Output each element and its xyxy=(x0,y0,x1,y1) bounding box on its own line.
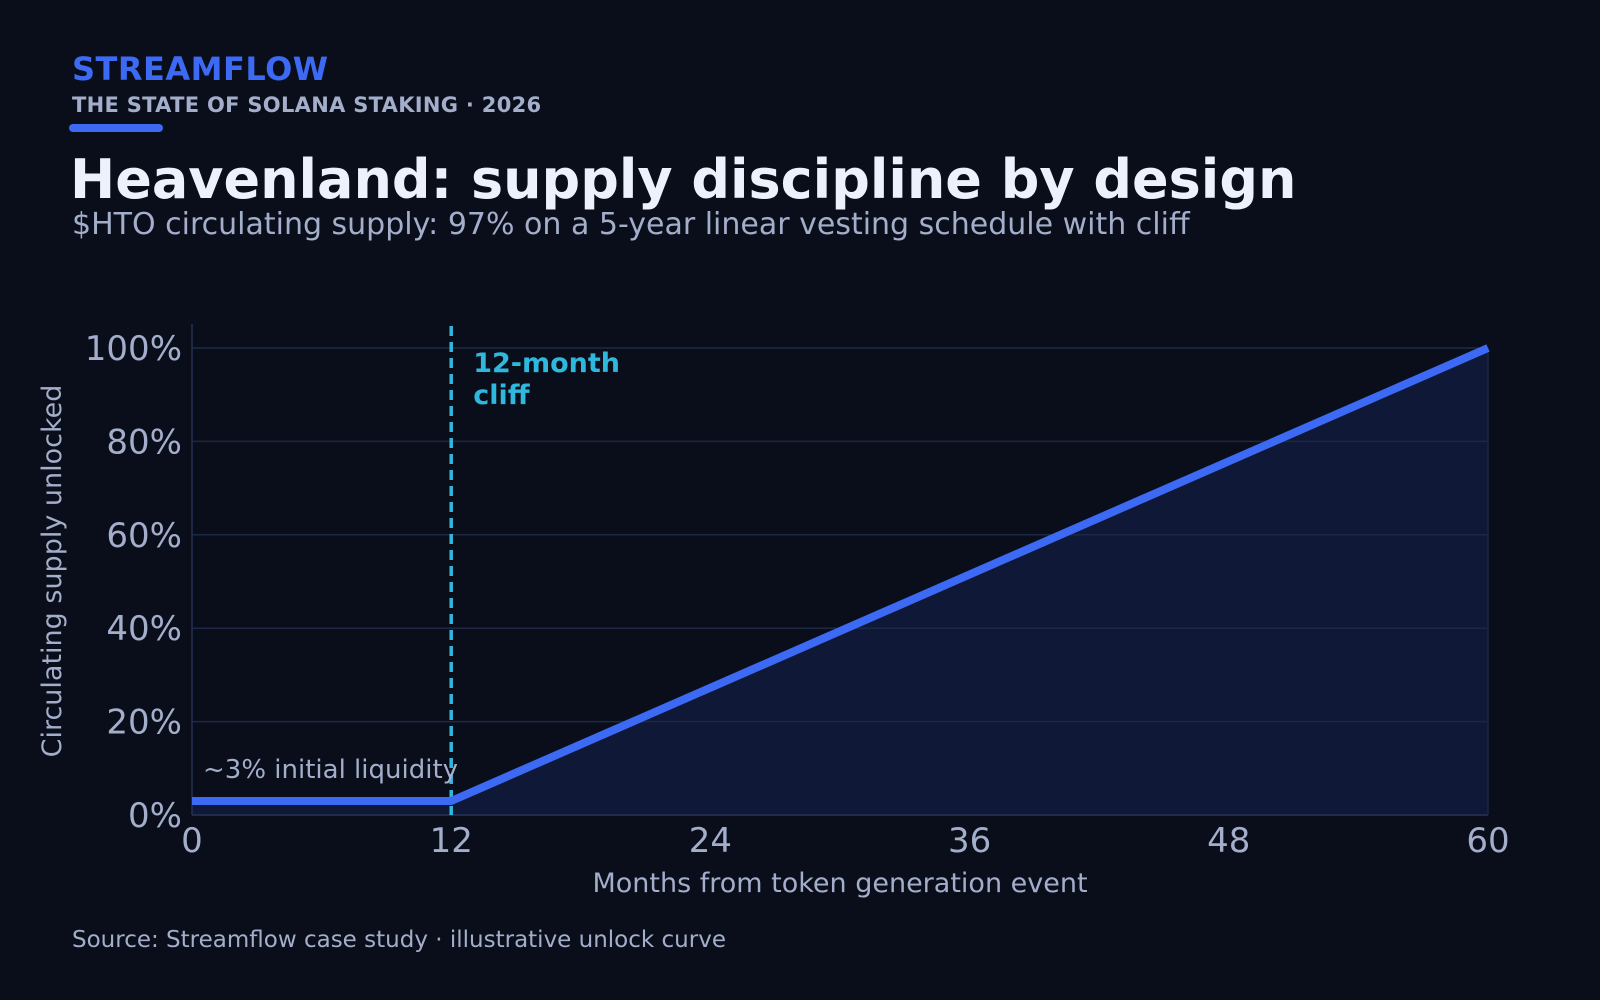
cliff-annotation-line: cliff xyxy=(473,380,531,411)
brand-name: STREAMFLOW xyxy=(72,50,329,88)
source-note: Source: Streamflow case study · illustra… xyxy=(72,927,726,953)
x-tick-label: 36 xyxy=(948,821,991,861)
chart-title: Heavenland: supply discipline by design xyxy=(70,148,1297,211)
y-tick-label: 20% xyxy=(106,703,182,743)
x-tick-label: 0 xyxy=(181,821,203,861)
accent-bar xyxy=(69,124,163,132)
report-title: THE STATE OF SOLANA STAKING · 2026 xyxy=(72,93,542,117)
x-axis-title: Months from token generation event xyxy=(592,868,1087,899)
cliff-annotation-line: 12-month xyxy=(473,348,620,379)
initial-liquidity-annotation: ~3% initial liquidity xyxy=(203,755,458,785)
x-tick-label: 24 xyxy=(689,821,732,861)
chart-subtitle: $HTO circulating supply: 97% on a 5-year… xyxy=(72,207,1190,242)
y-tick-label: 0% xyxy=(128,796,182,836)
x-tick-label: 12 xyxy=(430,821,473,861)
y-tick-label: 60% xyxy=(106,516,182,556)
unlock-curve-line xyxy=(192,344,1490,805)
y-axis-title: Circulating supply unlocked xyxy=(37,385,68,758)
y-tick-label: 100% xyxy=(85,329,182,369)
x-tick-label: 60 xyxy=(1466,821,1509,861)
area-fill xyxy=(192,348,1488,815)
y-tick-label: 80% xyxy=(106,422,182,462)
x-tick-label: 48 xyxy=(1207,821,1250,861)
y-tick-label: 40% xyxy=(106,609,182,649)
